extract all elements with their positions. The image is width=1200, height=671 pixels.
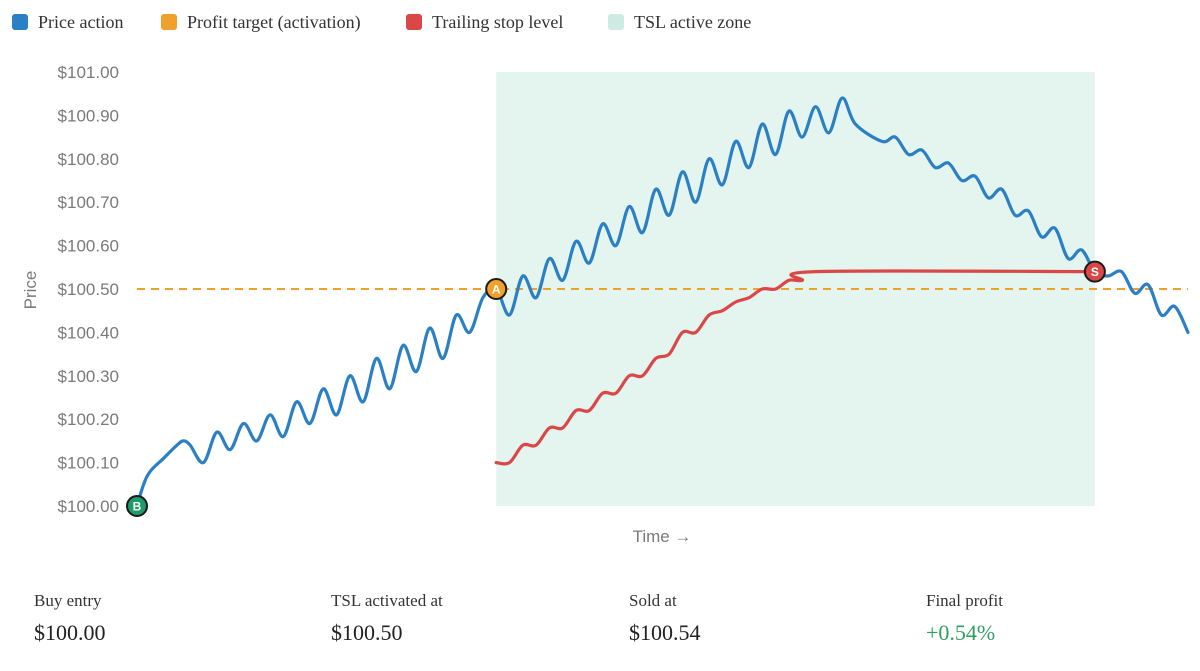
y-tick-label: $100.00: [58, 497, 119, 516]
stat-sold-at: Sold at $100.54: [629, 590, 701, 648]
y-tick-label: $100.40: [58, 323, 119, 342]
chart-legend: Price action Profit target (activation) …: [0, 0, 1200, 44]
marker-label: B: [133, 500, 142, 514]
stat-value-final-profit: +0.54%: [926, 620, 996, 645]
y-axis-label: Price: [21, 271, 40, 310]
legend-swatch-price-action: [12, 14, 28, 30]
stat-label-tsl-activated: TSL activated at: [331, 591, 443, 610]
trailing-stop-line: [494, 269, 1097, 466]
legend-item-profit-target: Profit target (activation): [161, 10, 361, 34]
legend-item-tsl-zone: TSL active zone: [608, 10, 751, 34]
stat-label-sold-at: Sold at: [629, 591, 677, 610]
activation-marker: A: [485, 278, 508, 300]
stat-value-sold-at: $100.54: [629, 620, 701, 645]
buy-marker: B: [126, 495, 148, 517]
marker-circle: [485, 278, 508, 300]
legend-item-trailing-stop: Trailing stop level: [406, 10, 563, 34]
stat-final-profit: Final profit +0.54%: [926, 590, 1003, 648]
stat-label-buy-entry: Buy entry: [34, 591, 102, 610]
y-tick-label: $100.50: [58, 280, 119, 299]
stat-tsl-activated: TSL activated at $100.50: [331, 590, 443, 648]
marker-circle: [126, 495, 148, 517]
stat-value-buy-entry: $100.00: [34, 620, 106, 645]
legend-label-trailing-stop: Trailing stop level: [432, 11, 564, 32]
stat-label-final-profit: Final profit: [926, 591, 1003, 610]
price-chart: B A S $100.00 $100.10 $100.20 $100.30 $100.40 $…: [21, 63, 1190, 546]
y-tick-label: $100.80: [58, 150, 119, 169]
x-axis-label: Time →: [633, 527, 692, 546]
marker-circle: [1083, 260, 1106, 283]
y-tick-label: $101.00: [58, 63, 119, 82]
y-tick-label: $100.90: [58, 106, 119, 125]
sell-marker: S: [1083, 260, 1106, 283]
y-tick-label: $100.10: [58, 454, 119, 473]
legend-swatch-tsl-zone: [608, 14, 624, 30]
price-action-line: [135, 96, 1190, 508]
marker-label: S: [1091, 265, 1099, 279]
legend-swatch-trailing-stop: [406, 14, 422, 30]
legend-swatch-profit-target: [161, 14, 177, 30]
stat-value-tsl-activated: $100.50: [331, 620, 403, 645]
y-tick-label: $100.30: [58, 367, 119, 386]
summary-stats: Buy entry $100.00 TSL activated at $100.…: [0, 590, 1200, 660]
legend-label-price-action: Price action: [38, 11, 124, 32]
y-tick-label: $100.70: [58, 193, 119, 212]
legend-item-price-action: Price action: [12, 10, 123, 34]
y-tick-label: $100.20: [58, 410, 119, 429]
y-tick-label: $100.60: [58, 237, 119, 256]
legend-label-tsl-zone: TSL active zone: [634, 11, 752, 32]
marker-label: A: [492, 283, 501, 297]
stat-buy-entry: Buy entry $100.00: [34, 590, 106, 648]
legend-label-profit-target: Profit target (activation): [187, 11, 361, 32]
